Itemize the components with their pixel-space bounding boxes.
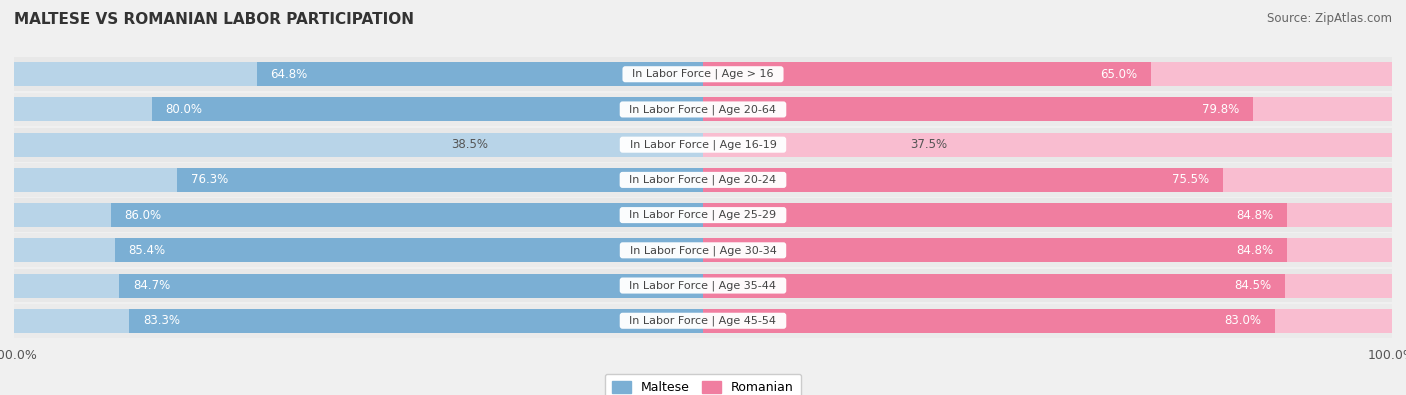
Bar bbox=[14, 198, 1392, 232]
Bar bbox=[703, 309, 1392, 333]
Bar bbox=[703, 203, 1392, 227]
Bar bbox=[14, 168, 703, 192]
Bar bbox=[14, 128, 1392, 162]
Bar bbox=[14, 163, 1392, 197]
Text: In Labor Force | Age 16-19: In Labor Force | Age 16-19 bbox=[623, 139, 783, 150]
Bar bbox=[14, 274, 703, 297]
Bar bbox=[703, 133, 1392, 157]
Text: 85.4%: 85.4% bbox=[128, 244, 166, 257]
Text: 75.5%: 75.5% bbox=[1173, 173, 1209, 186]
Text: 38.5%: 38.5% bbox=[451, 138, 488, 151]
Text: In Labor Force | Age 35-44: In Labor Force | Age 35-44 bbox=[623, 280, 783, 291]
Bar bbox=[703, 168, 1392, 192]
Text: In Labor Force | Age 30-34: In Labor Force | Age 30-34 bbox=[623, 245, 783, 256]
Bar bbox=[703, 98, 1392, 121]
Bar bbox=[129, 309, 703, 333]
Bar bbox=[703, 274, 1392, 297]
Bar bbox=[120, 274, 703, 297]
Legend: Maltese, Romanian: Maltese, Romanian bbox=[605, 374, 801, 395]
Bar bbox=[703, 168, 1223, 192]
Bar bbox=[14, 269, 1392, 303]
Bar bbox=[14, 62, 703, 86]
Bar bbox=[703, 98, 1253, 121]
Text: In Labor Force | Age 45-54: In Labor Force | Age 45-54 bbox=[623, 316, 783, 326]
Text: 37.5%: 37.5% bbox=[911, 138, 948, 151]
Bar bbox=[703, 238, 1392, 262]
Bar bbox=[703, 133, 962, 157]
Bar bbox=[14, 203, 703, 227]
Text: In Labor Force | Age 20-24: In Labor Force | Age 20-24 bbox=[623, 175, 783, 185]
Bar bbox=[703, 62, 1152, 86]
Text: MALTESE VS ROMANIAN LABOR PARTICIPATION: MALTESE VS ROMANIAN LABOR PARTICIPATION bbox=[14, 12, 413, 27]
Bar bbox=[14, 133, 703, 157]
Bar bbox=[111, 203, 703, 227]
Text: 84.8%: 84.8% bbox=[1236, 209, 1274, 222]
Bar bbox=[703, 203, 1288, 227]
Text: In Labor Force | Age 25-29: In Labor Force | Age 25-29 bbox=[623, 210, 783, 220]
Bar bbox=[437, 133, 703, 157]
Bar bbox=[256, 62, 703, 86]
Bar bbox=[14, 98, 703, 121]
Bar bbox=[14, 92, 1392, 126]
Text: 83.0%: 83.0% bbox=[1225, 314, 1261, 327]
Bar bbox=[14, 57, 1392, 91]
Text: 84.8%: 84.8% bbox=[1236, 244, 1274, 257]
Text: 76.3%: 76.3% bbox=[191, 173, 228, 186]
Text: 79.8%: 79.8% bbox=[1202, 103, 1239, 116]
Text: 65.0%: 65.0% bbox=[1099, 68, 1137, 81]
Text: In Labor Force | Age 20-64: In Labor Force | Age 20-64 bbox=[623, 104, 783, 115]
Bar bbox=[703, 62, 1392, 86]
Bar bbox=[703, 238, 1288, 262]
Bar bbox=[177, 168, 703, 192]
Text: 83.3%: 83.3% bbox=[143, 314, 180, 327]
Bar bbox=[703, 309, 1275, 333]
Bar bbox=[14, 309, 703, 333]
Bar bbox=[14, 233, 1392, 267]
Text: 86.0%: 86.0% bbox=[124, 209, 162, 222]
Text: Source: ZipAtlas.com: Source: ZipAtlas.com bbox=[1267, 12, 1392, 25]
Text: 64.8%: 64.8% bbox=[270, 68, 308, 81]
Bar bbox=[703, 274, 1285, 297]
Text: In Labor Force | Age > 16: In Labor Force | Age > 16 bbox=[626, 69, 780, 79]
Text: 80.0%: 80.0% bbox=[166, 103, 202, 116]
Bar bbox=[14, 304, 1392, 338]
Text: 84.5%: 84.5% bbox=[1234, 279, 1271, 292]
Bar bbox=[152, 98, 703, 121]
Text: 84.7%: 84.7% bbox=[134, 279, 170, 292]
Bar bbox=[14, 238, 703, 262]
Bar bbox=[115, 238, 703, 262]
